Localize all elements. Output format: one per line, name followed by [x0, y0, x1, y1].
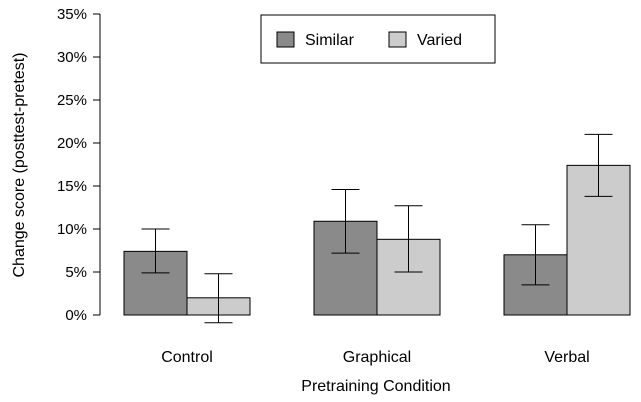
y-tick-label: 10% [57, 221, 87, 238]
y-tick-label: 20% [57, 135, 87, 152]
legend: Similar Varied [260, 14, 496, 64]
legend-box [260, 14, 496, 64]
error-bar-varied-control [204, 273, 233, 324]
x-category-label: Verbal [544, 349, 589, 366]
y-tick-label: 30% [57, 49, 87, 66]
error-bars [141, 133, 613, 324]
x-axis-title: Pretraining Condition [301, 378, 450, 395]
y-tick-label: 15% [57, 178, 87, 195]
error-bar-varied-graphical [394, 205, 423, 273]
legend-swatch-varied [388, 31, 407, 48]
error-bar-similar-graphical [331, 188, 360, 254]
error-bar-similar-verbal [521, 224, 550, 286]
error-bar-similar-control [141, 228, 170, 274]
y-tick-label: 25% [57, 92, 87, 109]
legend-label-similar: Similar [305, 32, 355, 49]
legend-label-varied: Varied [417, 32, 462, 49]
error-bar-varied-verbal [584, 133, 613, 197]
x-axis-category-labels: Control Graphical Verbal [161, 349, 589, 366]
legend-swatch-similar [276, 31, 295, 48]
y-tick-label: 0% [65, 307, 87, 324]
x-category-label: Graphical [343, 349, 411, 366]
bars [123, 164, 631, 316]
y-axis-title: Change score (posttest-pretest) [11, 53, 28, 278]
y-axis: 0% 5% 10% 15% 20% 25% 30% 35% [57, 6, 101, 324]
y-tick-label: 5% [65, 264, 87, 281]
x-category-label: Control [161, 349, 213, 366]
y-tick-label: 35% [57, 6, 87, 23]
